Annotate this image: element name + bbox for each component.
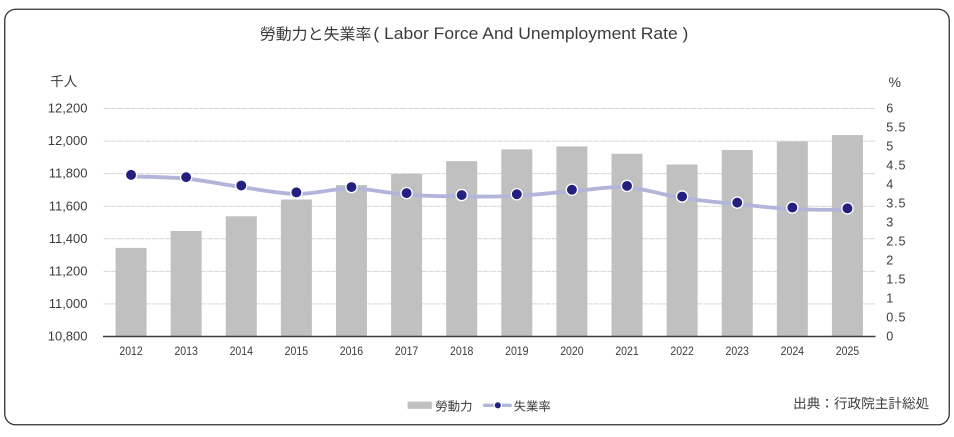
svg-text:10,800: 10,800	[48, 329, 88, 344]
svg-text:2017: 2017	[395, 344, 418, 358]
svg-text:11,600: 11,600	[49, 198, 88, 213]
svg-text:0.5: 0.5	[886, 311, 905, 325]
svg-text:3.5: 3.5	[886, 197, 905, 211]
svg-text:12,200: 12,200	[48, 101, 88, 116]
svg-text:2024: 2024	[781, 344, 804, 358]
svg-text:1.5: 1.5	[886, 273, 905, 287]
svg-text:2015: 2015	[285, 344, 308, 358]
svg-text:12,000: 12,000	[48, 133, 88, 148]
svg-text:2.5: 2.5	[886, 235, 905, 249]
svg-text:4: 4	[886, 178, 893, 192]
svg-text:5.5: 5.5	[886, 121, 905, 135]
svg-text:11,400: 11,400	[49, 231, 88, 246]
svg-text:6: 6	[886, 102, 893, 116]
svg-text:2022: 2022	[670, 344, 693, 358]
svg-text:2020: 2020	[560, 344, 583, 358]
svg-text:1: 1	[886, 292, 893, 306]
svg-text:2025: 2025	[836, 344, 859, 358]
svg-text:( Labor Force And Unemployment: ( Labor Force And Unemployment Rate )	[373, 24, 688, 43]
svg-text:2: 2	[886, 254, 893, 268]
svg-text:2019: 2019	[505, 344, 528, 358]
svg-text:2016: 2016	[340, 344, 363, 358]
svg-text:0: 0	[886, 330, 893, 344]
svg-text:3: 3	[886, 216, 893, 230]
svg-text:11,200: 11,200	[49, 263, 88, 278]
svg-text:%: %	[889, 74, 901, 90]
svg-text:2014: 2014	[230, 344, 253, 358]
svg-text:4.5: 4.5	[886, 159, 905, 173]
svg-text:2013: 2013	[174, 344, 197, 358]
svg-text:11,000: 11,000	[49, 296, 88, 311]
svg-text:5: 5	[886, 140, 893, 154]
svg-text:2021: 2021	[615, 344, 638, 358]
svg-text:2023: 2023	[726, 344, 749, 358]
svg-text:2012: 2012	[119, 344, 142, 358]
svg-text:11,800: 11,800	[49, 166, 88, 181]
svg-text:2018: 2018	[450, 344, 473, 358]
